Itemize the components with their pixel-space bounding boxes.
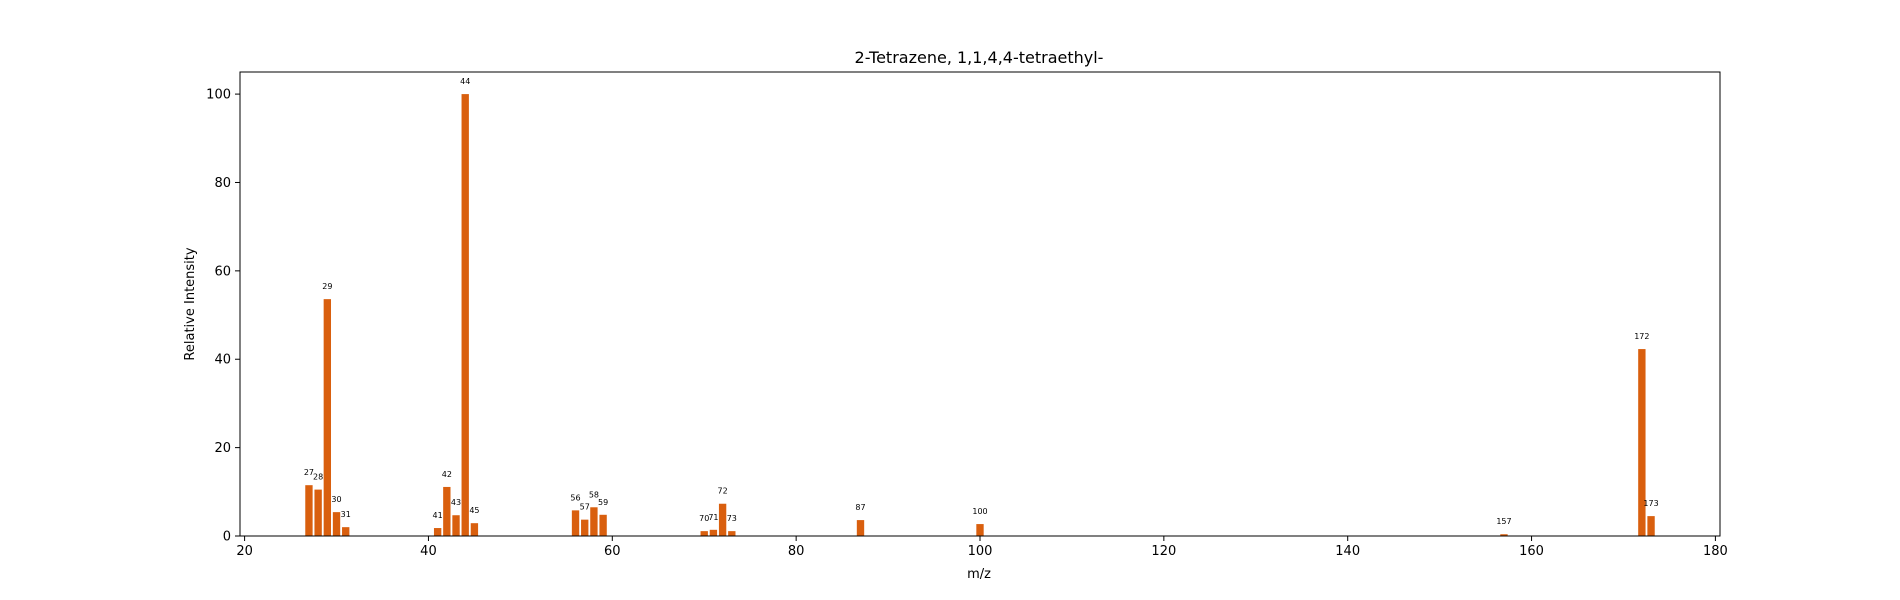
peak-label-73: 73 <box>727 514 737 523</box>
peak-bar-27 <box>305 485 313 536</box>
y-axis-ticks: 0 20 40 60 80 100 <box>206 88 240 545</box>
peak-bar-59 <box>599 514 607 536</box>
peak-bar-157 <box>1500 534 1508 536</box>
peak-label-72: 72 <box>718 487 728 496</box>
peak-bar-41 <box>433 528 442 536</box>
peak-bar-72 <box>718 503 727 536</box>
peak-bar-73 <box>728 531 736 536</box>
peak-label-157: 157 <box>1496 517 1511 526</box>
peak-label-28: 28 <box>313 473 323 482</box>
x-axis-label: m/z <box>967 567 991 582</box>
peak-bar-173 <box>1647 516 1655 536</box>
x-axis-ticks: 20 40 60 80 100 120 140 160 180 <box>236 536 1728 559</box>
peak-label-42: 42 <box>442 470 452 479</box>
x-tick-label: 120 <box>1151 544 1176 559</box>
peak-label-71: 71 <box>708 513 718 522</box>
peak-label-41: 41 <box>433 511 443 520</box>
peak-bar-87 <box>856 520 865 536</box>
peak-bar-58 <box>590 507 598 536</box>
x-tick-label: 80 <box>788 544 805 559</box>
y-tick-label: 60 <box>214 264 231 279</box>
peak-label-70: 70 <box>699 514 709 523</box>
peak-bar-56 <box>571 510 580 536</box>
peak-bar-57 <box>581 519 589 536</box>
y-tick-label: 100 <box>206 88 231 103</box>
peak-bar-70 <box>700 531 708 536</box>
peak-label-43: 43 <box>451 498 461 507</box>
bars-layer <box>305 94 1655 536</box>
peak-label-27: 27 <box>304 468 314 477</box>
y-tick-label: 20 <box>214 441 231 456</box>
peak-bar-45 <box>470 523 479 536</box>
peak-bar-42 <box>443 486 451 536</box>
peak-label-173: 173 <box>1643 499 1658 508</box>
peak-bar-30 <box>332 512 341 536</box>
peak-bar-29 <box>323 299 332 536</box>
x-tick-label: 180 <box>1703 544 1728 559</box>
peak-label-30: 30 <box>331 495 341 504</box>
x-tick-label: 40 <box>420 544 437 559</box>
y-tick-label: 0 <box>223 530 231 545</box>
y-tick-label: 80 <box>214 176 231 191</box>
peak-label-100: 100 <box>972 507 987 516</box>
y-axis-label: Relative Intensity <box>183 247 198 360</box>
peak-bar-172 <box>1638 349 1646 536</box>
peak-label-45: 45 <box>469 506 479 515</box>
x-tick-label: 140 <box>1335 544 1360 559</box>
x-tick-label: 160 <box>1519 544 1544 559</box>
y-tick-label: 40 <box>214 353 231 368</box>
peak-bar-44 <box>461 94 469 536</box>
x-tick-label: 60 <box>604 544 621 559</box>
peak-bar-71 <box>709 529 718 536</box>
peak-bar-43 <box>452 515 460 536</box>
peak-label-29: 29 <box>322 282 332 291</box>
peak-label-44: 44 <box>460 77 470 86</box>
peak-label-58: 58 <box>589 490 599 499</box>
peak-bar-31 <box>342 527 350 536</box>
chart-title: 2-Tetrazene, 1,1,4,4-tetraethyl- <box>855 48 1104 67</box>
peak-bar-28 <box>314 489 322 536</box>
peak-label-56: 56 <box>570 493 580 502</box>
x-tick-label: 100 <box>968 544 993 559</box>
peak-label-172: 172 <box>1634 332 1649 341</box>
peak-label-31: 31 <box>341 510 351 519</box>
x-tick-label: 20 <box>236 544 253 559</box>
peak-label-59: 59 <box>598 498 608 507</box>
peak-label-57: 57 <box>580 503 590 512</box>
peak-label-87: 87 <box>855 503 865 512</box>
peak-bar-100 <box>976 524 984 536</box>
